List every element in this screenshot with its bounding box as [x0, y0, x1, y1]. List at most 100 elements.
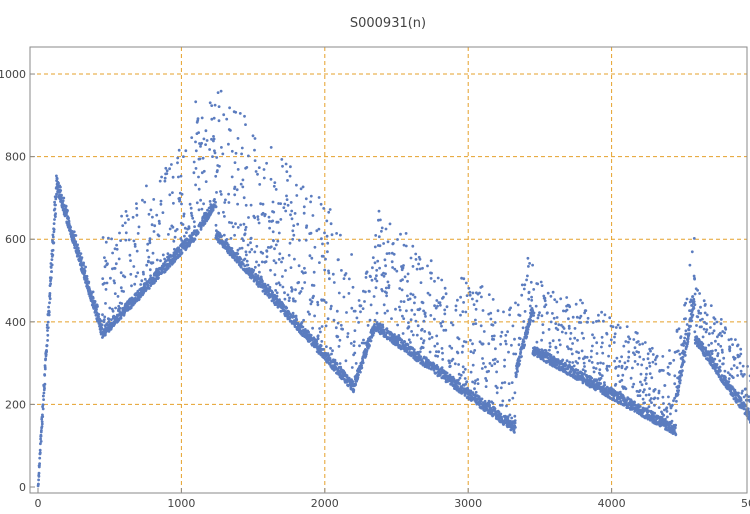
data-point: [357, 321, 360, 324]
data-point: [602, 319, 605, 323]
data-point: [368, 290, 371, 293]
data-point: [262, 168, 266, 171]
data-point: [176, 161, 179, 165]
data-point: [295, 318, 299, 322]
data-point: [622, 344, 626, 348]
data-point: [371, 333, 375, 337]
data-point: [373, 318, 377, 322]
data-point: [342, 295, 346, 299]
data-point: [39, 437, 42, 441]
data-point: [693, 277, 696, 281]
data-point: [361, 307, 365, 310]
data-point: [364, 290, 367, 294]
data-point: [420, 327, 424, 331]
data-point: [154, 279, 158, 283]
data-point: [408, 297, 412, 301]
data-point: [157, 219, 161, 223]
data-point: [379, 218, 382, 222]
data-point: [195, 201, 199, 205]
data-point: [384, 272, 387, 276]
data-point: [579, 298, 582, 302]
data-point: [583, 365, 586, 368]
data-point: [444, 292, 448, 296]
data-point: [371, 266, 374, 270]
data-point: [577, 351, 580, 354]
data-point: [257, 263, 261, 267]
data-point: [443, 312, 447, 316]
data-point: [464, 281, 468, 285]
data-point: [318, 327, 321, 330]
data-point: [461, 365, 465, 369]
data-point: [143, 200, 147, 204]
data-point: [571, 342, 574, 345]
data-point: [368, 344, 371, 347]
data-point: [239, 182, 243, 186]
data-point: [268, 219, 271, 223]
data-point: [325, 234, 329, 238]
data-point: [500, 330, 504, 334]
data-point: [294, 314, 298, 318]
data-point: [526, 274, 529, 278]
data-point: [284, 269, 287, 272]
data-point: [627, 340, 630, 344]
data-point: [464, 382, 467, 386]
data-point: [199, 145, 202, 148]
data-point: [281, 285, 285, 289]
data-point: [378, 244, 382, 248]
data-point: [212, 137, 216, 141]
data-point: [335, 309, 339, 313]
data-point: [272, 259, 276, 262]
data-point: [631, 385, 635, 389]
data-point: [102, 318, 106, 321]
data-point: [273, 247, 276, 251]
data-point: [528, 262, 531, 265]
data-point: [134, 275, 138, 278]
data-point: [473, 381, 477, 385]
data-point: [103, 256, 106, 259]
data-point: [287, 299, 291, 302]
data-point: [428, 350, 432, 354]
data-point: [337, 258, 340, 261]
data-point: [146, 283, 150, 287]
data-point: [245, 253, 248, 257]
data-point: [333, 358, 337, 362]
data-point: [100, 319, 103, 323]
data-point: [231, 225, 235, 229]
data-point: [119, 239, 122, 243]
data-point: [173, 235, 177, 239]
data-point: [359, 310, 362, 314]
data-point: [708, 332, 711, 336]
data-point: [484, 385, 488, 388]
data-point: [287, 253, 291, 257]
data-point: [641, 342, 644, 346]
data-point: [525, 335, 529, 339]
data-point: [347, 292, 351, 295]
data-point: [276, 239, 280, 243]
data-point: [392, 252, 396, 256]
data-point: [304, 238, 308, 242]
data-point: [473, 349, 477, 352]
data-point: [494, 347, 497, 351]
data-point: [442, 328, 446, 332]
data-point: [200, 116, 204, 120]
data-point: [614, 365, 618, 369]
data-point: [159, 199, 163, 203]
data-point: [600, 335, 604, 339]
data-point: [402, 264, 405, 267]
data-point: [462, 370, 465, 374]
data-point: [713, 322, 716, 326]
data-point: [523, 343, 526, 347]
data-point: [409, 292, 413, 296]
data-point: [439, 303, 442, 307]
data-point: [192, 160, 196, 164]
data-point: [290, 217, 294, 221]
data-point: [540, 284, 544, 287]
data-point: [489, 317, 493, 321]
data-point: [369, 303, 373, 307]
data-point: [244, 250, 248, 254]
data-point: [211, 155, 214, 159]
data-point: [474, 390, 478, 394]
data-point: [381, 289, 384, 293]
data-point: [197, 131, 201, 135]
data-point: [400, 288, 404, 292]
